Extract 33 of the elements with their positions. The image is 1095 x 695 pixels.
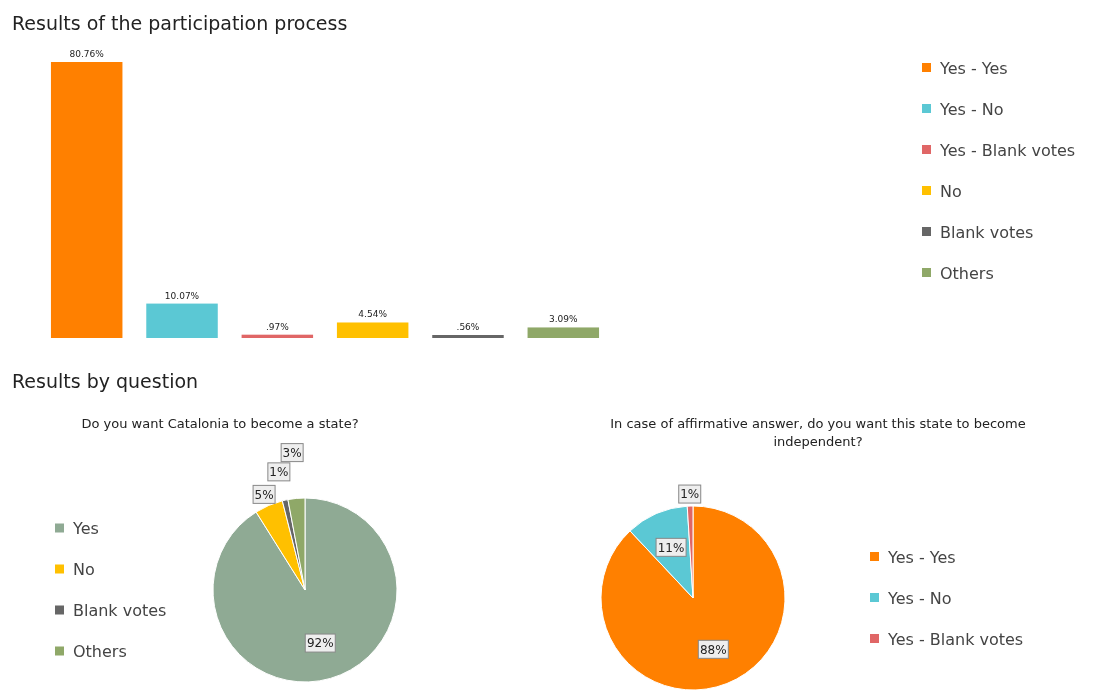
data-label: 92% bbox=[306, 636, 334, 651]
chart-title: Results of the participation process bbox=[12, 12, 348, 34]
legend-label: Others bbox=[940, 263, 994, 283]
data-label: 11% bbox=[657, 540, 685, 555]
pie-slice bbox=[255, 500, 306, 591]
chart-title: Do you want Catalonia to become a state? bbox=[81, 416, 359, 431]
legend-label: Yes - Blank votes bbox=[887, 629, 1024, 649]
data-label: 88% bbox=[699, 642, 727, 657]
legend-label: Yes - No bbox=[939, 99, 1004, 119]
legend-label: Blank votes bbox=[940, 222, 1034, 242]
legend-label: Yes - Blank votes bbox=[939, 140, 1076, 160]
pie-slice bbox=[600, 505, 786, 691]
legend-label: Yes - Yes bbox=[939, 58, 1008, 78]
text: Results by question bbox=[12, 370, 199, 392]
data-label: .97% bbox=[265, 321, 290, 332]
legend-label: No bbox=[940, 181, 962, 201]
legend-label: Yes - Yes bbox=[887, 547, 956, 567]
legend-label: Yes - No bbox=[887, 588, 952, 608]
legend-label: Blank votes bbox=[73, 601, 167, 621]
legend-label: No bbox=[73, 560, 95, 580]
data-label: .56% bbox=[456, 322, 480, 332]
data-label: 1% bbox=[680, 487, 700, 502]
data-label: 4.54% bbox=[358, 309, 388, 320]
data-label: 1% bbox=[269, 465, 289, 480]
data-label: 5% bbox=[254, 487, 274, 502]
chart-title: In case of affirmative answer, do you want this state to become independent? bbox=[610, 416, 1026, 449]
legend-label: Yes bbox=[72, 519, 99, 539]
data-label: 3.09% bbox=[549, 314, 579, 325]
data-label: 80.76% bbox=[69, 49, 105, 59]
data-label: 10.07% bbox=[164, 290, 200, 301]
legend-label: Others bbox=[73, 642, 127, 662]
pie-slice bbox=[212, 497, 398, 683]
data-label: 3% bbox=[282, 445, 302, 460]
